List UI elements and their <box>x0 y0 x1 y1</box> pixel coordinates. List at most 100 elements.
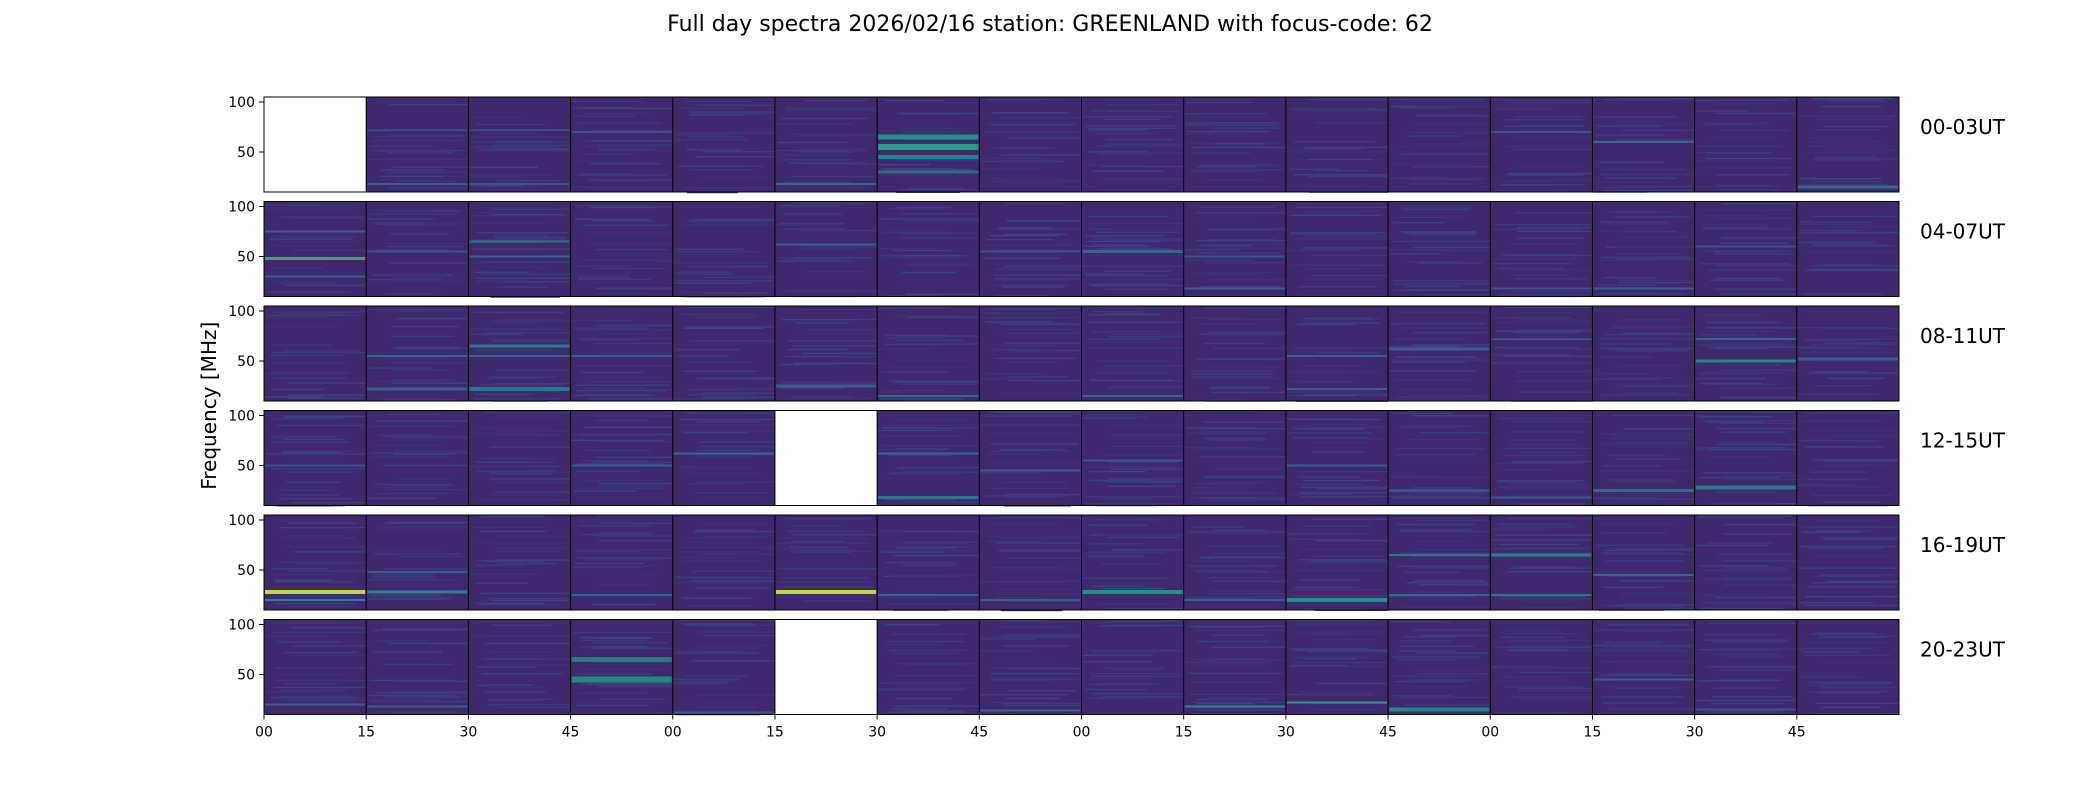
noise-line <box>387 521 469 523</box>
noise-line <box>1211 481 1266 484</box>
noise-line <box>681 430 775 432</box>
noise-line <box>1807 586 1897 588</box>
noise-line <box>474 461 555 463</box>
noise-line <box>805 271 865 273</box>
noise-line <box>1186 432 1268 434</box>
noise-line <box>998 284 1068 286</box>
noise-line <box>1600 135 1681 137</box>
noise-line <box>1290 232 1378 235</box>
noise-line <box>1086 321 1184 323</box>
noise-line <box>676 165 765 168</box>
noise-line <box>264 325 338 327</box>
noise-line <box>1597 186 1658 188</box>
noise-line <box>1618 604 1695 606</box>
noise-line <box>983 415 1072 417</box>
noise-line <box>270 622 338 624</box>
noise-line <box>1418 432 1491 434</box>
noise-line <box>1104 620 1179 622</box>
noise-line <box>265 204 320 206</box>
noise-line <box>1510 518 1593 520</box>
noise-line <box>989 619 1048 622</box>
noise-line <box>1408 394 1491 397</box>
emission-band <box>571 594 672 596</box>
emission-band <box>265 257 366 260</box>
noise-line <box>1715 503 1797 505</box>
noise-line <box>695 156 775 158</box>
noise-line <box>1212 386 1270 388</box>
noise-line <box>1602 293 1685 295</box>
noise-line <box>1189 364 1270 366</box>
emission-band <box>469 344 570 348</box>
noise-line <box>1622 236 1688 238</box>
noise-line <box>877 129 939 132</box>
noise-line <box>1490 363 1583 365</box>
noise-line <box>279 282 338 285</box>
noise-line <box>698 647 760 649</box>
emission-band <box>1695 708 1796 711</box>
noise-line <box>1189 625 1286 627</box>
noise-line <box>1085 678 1152 680</box>
noise-line <box>693 316 757 318</box>
noise-line <box>1722 189 1774 191</box>
noise-line <box>1005 634 1082 636</box>
x-tick-label: 45 <box>1788 725 1806 741</box>
noise-line <box>783 213 843 215</box>
noise-line <box>702 150 775 153</box>
noise-line <box>1609 394 1692 396</box>
spectrogram-panel <box>1285 306 1389 402</box>
noise-line <box>1306 651 1389 653</box>
noise-line <box>495 180 561 182</box>
noise-line <box>1497 525 1578 528</box>
noise-line <box>1106 143 1184 145</box>
noise-line <box>1816 526 1878 529</box>
y-tick-label: 100 <box>228 409 255 425</box>
noise-line <box>1698 160 1775 162</box>
noise-line <box>1416 105 1491 108</box>
noise-line <box>1701 250 1791 252</box>
noise-line <box>1818 692 1882 694</box>
noise-line <box>1290 232 1386 234</box>
noise-line <box>1720 209 1797 211</box>
noise-line <box>790 186 869 188</box>
noise-line <box>1511 290 1593 292</box>
spectrogram-panel <box>1183 515 1286 610</box>
noise-line <box>1711 603 1797 606</box>
noise-line <box>1203 476 1286 478</box>
noise-line <box>489 266 551 268</box>
noise-line <box>282 683 337 685</box>
noise-line <box>581 639 647 642</box>
noise-line <box>1713 112 1797 115</box>
spectrogram-panel <box>877 619 980 715</box>
noise-line <box>775 542 869 544</box>
noise-line <box>693 530 775 533</box>
noise-line <box>992 680 1049 682</box>
noise-line <box>1291 349 1351 352</box>
spectrogram-panel <box>877 201 980 297</box>
noise-line <box>677 248 744 250</box>
noise-line <box>1083 503 1180 505</box>
noise-line <box>885 366 966 368</box>
noise-line <box>387 171 469 173</box>
noise-line <box>894 232 980 234</box>
noise-line <box>1416 540 1470 543</box>
noise-line <box>1609 673 1674 675</box>
noise-line <box>788 340 878 342</box>
noise-line <box>1193 701 1286 704</box>
noise-line <box>1186 142 1283 144</box>
noise-line <box>597 686 673 688</box>
noise-line <box>575 550 640 552</box>
noise-line <box>1297 438 1384 440</box>
noise-line <box>900 237 978 239</box>
noise-line <box>1715 264 1794 267</box>
noise-line <box>1812 181 1883 183</box>
noise-line <box>494 547 567 549</box>
noise-line <box>475 427 550 429</box>
noise-line <box>1697 516 1781 518</box>
noise-line <box>1620 494 1695 497</box>
noise-line <box>396 317 469 319</box>
noise-line <box>1193 377 1286 380</box>
noise-line <box>787 530 865 532</box>
noise-line <box>1812 265 1899 267</box>
noise-line <box>1097 603 1171 606</box>
noise-line <box>1520 130 1593 132</box>
